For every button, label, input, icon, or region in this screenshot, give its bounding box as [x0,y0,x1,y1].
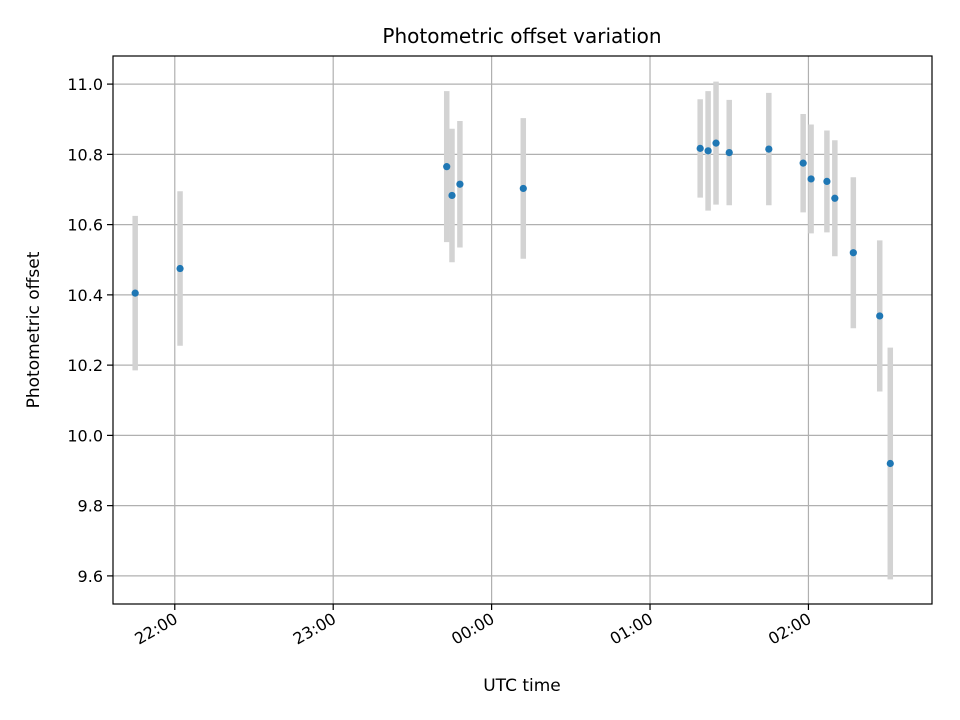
y-tick-label: 10.0 [67,426,103,445]
plot-area [131,81,894,580]
data-point [456,180,464,188]
data-point [448,191,456,200]
data-point [886,459,894,468]
y-tick-label: 11.0 [67,75,103,94]
data-point [725,149,733,157]
y-axis-title: Photometric offset [24,251,44,408]
x-axis-title: UTC time [483,676,561,696]
y-tick-label: 10.4 [67,286,103,305]
y-tick-label: 9.6 [78,567,103,586]
data-point [131,289,139,297]
data-point [831,194,839,202]
data-point [176,264,184,273]
x-tick-label: 02:00 [765,609,814,649]
y-tick-label: 10.8 [67,145,103,164]
x-tick-label: 01:00 [607,609,656,649]
data-point [443,163,451,171]
data-point [823,177,831,186]
data-point [799,159,807,167]
plot-frame [112,55,933,605]
y-tick-label: 9.8 [78,497,103,516]
y-axis: 9.6 9.8 10.0 10.2 10.4 10.6 10.8 11.0 [67,75,113,586]
grid [113,56,932,604]
data-point [519,184,527,193]
data-point [704,147,712,155]
data-point [849,249,857,257]
data-point [807,175,815,183]
x-tick-label: 23:00 [290,609,339,649]
data-point [765,145,773,153]
x-tick-label: 00:00 [448,609,497,649]
data-point [696,144,704,152]
chart-title: Photometric offset variation [382,24,661,48]
y-tick-label: 10.6 [67,216,103,235]
x-tick-label: 22:00 [131,609,180,649]
data-point [876,312,884,320]
y-tick-label: 10.2 [67,356,103,375]
x-axis: 22:00 23:00 00:00 01:00 02:00 [131,604,814,649]
data-point [712,139,720,147]
